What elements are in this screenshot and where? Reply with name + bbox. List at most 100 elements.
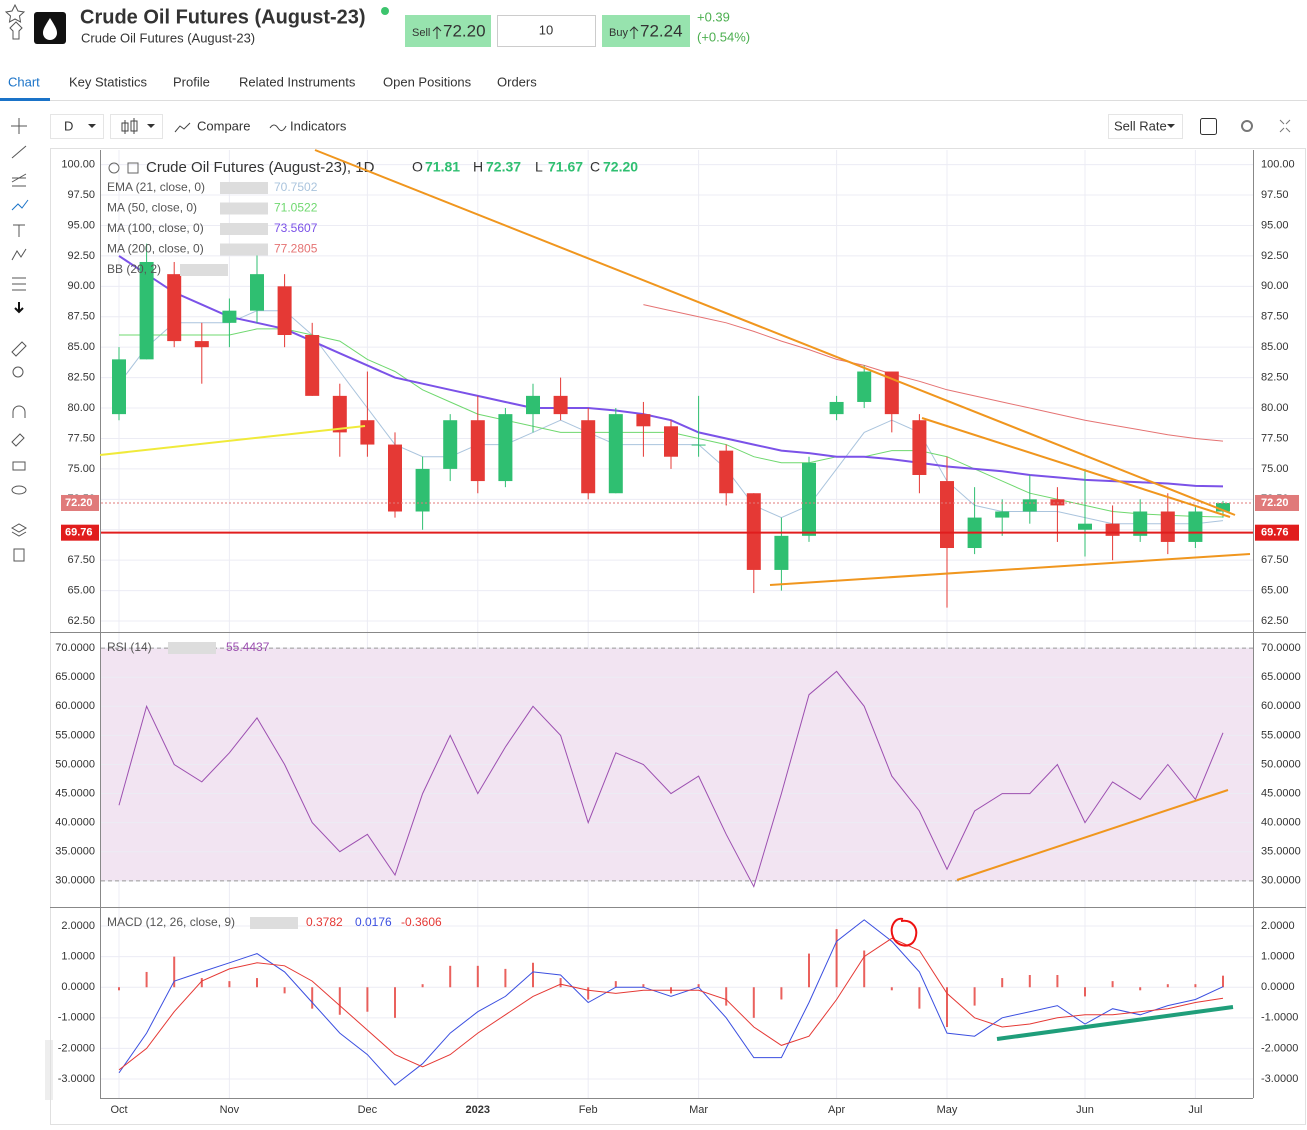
visibility-tool[interactable] xyxy=(11,485,27,495)
delete-tool[interactable] xyxy=(13,548,25,562)
y-tick-label: 90.00 xyxy=(1261,280,1289,292)
indicator-value: 0.0176 xyxy=(355,915,392,929)
chart-title: Crude Oil Futures (August-23), 1D xyxy=(146,159,375,176)
favorite-icon[interactable] xyxy=(4,3,26,23)
y-tick-label: 65.0000 xyxy=(55,671,95,683)
y-tick-label: 30.0000 xyxy=(1261,875,1301,887)
zoom-tool[interactable] xyxy=(12,366,24,378)
ohlc-value: 72.37 xyxy=(486,159,521,175)
indicator-controls xyxy=(220,182,268,194)
pattern-tool[interactable] xyxy=(11,199,29,211)
histogram-bar xyxy=(1001,978,1004,988)
candle-body xyxy=(470,420,485,482)
indicators-icon[interactable] xyxy=(269,124,287,132)
indicator-controls xyxy=(168,642,216,654)
histogram-bar xyxy=(1028,975,1031,988)
text-tool[interactable] xyxy=(13,224,25,237)
histogram-bar xyxy=(559,978,562,988)
change: +0.39 xyxy=(697,9,730,24)
settings-icon[interactable] xyxy=(1241,120,1253,132)
interval: D xyxy=(64,118,73,133)
indicator-controls xyxy=(180,264,228,276)
tab[interactable]: Related Instruments xyxy=(239,74,356,89)
y-tick-label: 65.00 xyxy=(67,585,95,597)
tab[interactable]: Profile xyxy=(173,74,210,89)
measure-tool[interactable] xyxy=(12,277,26,291)
y-tick-label: 50.0000 xyxy=(1261,758,1301,770)
trendline[interactable] xyxy=(996,1005,1234,1041)
y-tick-label: 2.0000 xyxy=(61,920,95,932)
x-tick-label: 2023 xyxy=(466,1104,490,1116)
buy-button[interactable] xyxy=(602,15,690,47)
candle-body xyxy=(139,261,154,360)
indicator-name: BB (20, 2) xyxy=(107,262,161,276)
magnet-tool[interactable] xyxy=(12,405,26,418)
indicator-value: 55.4437 xyxy=(226,640,270,654)
candle-body xyxy=(774,535,789,570)
tab[interactable]: Orders xyxy=(497,74,537,89)
quantity-input[interactable] xyxy=(497,15,596,47)
lock-tool[interactable] xyxy=(12,461,26,471)
histogram-bar xyxy=(890,987,893,991)
crosshair-tool[interactable] xyxy=(11,118,27,134)
histogram-bar xyxy=(808,953,810,988)
trendline[interactable] xyxy=(921,417,1231,518)
candle-body xyxy=(802,462,816,536)
sell-button[interactable] xyxy=(405,15,491,47)
indicator-name: EMA (21, close, 0) xyxy=(107,180,205,194)
annotation-circle[interactable] xyxy=(890,917,918,947)
interval-select[interactable] xyxy=(50,114,104,139)
histogram-bar xyxy=(1056,975,1059,988)
histogram-bar xyxy=(283,987,286,994)
candle-body xyxy=(1188,511,1203,542)
indicator-line xyxy=(118,255,1224,488)
ohlc-label: O xyxy=(412,159,423,175)
candle-body xyxy=(305,335,320,396)
alert-icon[interactable] xyxy=(9,21,23,40)
drawing-tools xyxy=(10,118,29,562)
y-tick-label: 35.0000 xyxy=(55,846,95,858)
ruler-tool[interactable] xyxy=(11,341,27,357)
trendline[interactable] xyxy=(314,149,1236,516)
compare-button[interactable]: Compare xyxy=(197,118,250,133)
indicator-value: 70.7502 xyxy=(274,180,318,194)
compare-icon[interactable] xyxy=(174,122,191,133)
hide-icon[interactable] xyxy=(127,162,139,174)
price-tag xyxy=(61,494,99,511)
macd-line xyxy=(118,937,1224,1071)
trendline[interactable] xyxy=(769,553,1251,586)
trendline[interactable] xyxy=(956,789,1229,881)
candle-body xyxy=(581,420,596,494)
oil-drop xyxy=(43,18,57,40)
line-tool[interactable] xyxy=(11,145,27,159)
indicator-value: 71.0522 xyxy=(274,201,318,215)
histogram-bar xyxy=(504,968,507,988)
tab[interactable]: Key Statistics xyxy=(69,74,148,89)
more-tools[interactable] xyxy=(14,302,24,314)
fullscreen-icon[interactable] xyxy=(1200,118,1217,135)
y-tick-label: 80.00 xyxy=(1261,402,1289,414)
expand-icon[interactable] xyxy=(1279,119,1291,133)
tab[interactable]: Chart xyxy=(8,74,40,89)
ohlc-label: L xyxy=(535,159,543,175)
trendline[interactable] xyxy=(99,425,366,456)
y-tick-label: 55.0000 xyxy=(55,729,95,741)
y-tick-label: 40.0000 xyxy=(55,817,95,829)
candle-body xyxy=(443,420,458,469)
projection-tool[interactable] xyxy=(11,248,27,261)
layers-tool[interactable] xyxy=(10,523,28,537)
tab[interactable]: Open Positions xyxy=(383,74,472,89)
candle-body xyxy=(222,310,237,323)
collapse-handle[interactable] xyxy=(45,1040,53,1100)
x-tick-label: Nov xyxy=(220,1104,240,1116)
histogram-bar xyxy=(780,987,783,1000)
indicators-button[interactable]: Indicators xyxy=(290,118,347,133)
y-tick-label: 87.50 xyxy=(1261,311,1289,323)
collapse-icon[interactable] xyxy=(108,162,120,174)
y-tick-label: 60.0000 xyxy=(1261,700,1301,712)
draw-mode-tool[interactable] xyxy=(11,433,25,447)
y-tick-label: 95.00 xyxy=(67,219,95,231)
fib-tool[interactable] xyxy=(11,173,27,187)
y-tick-label: 97.50 xyxy=(1261,189,1289,201)
y-tick-label: 65.00 xyxy=(1261,585,1289,597)
